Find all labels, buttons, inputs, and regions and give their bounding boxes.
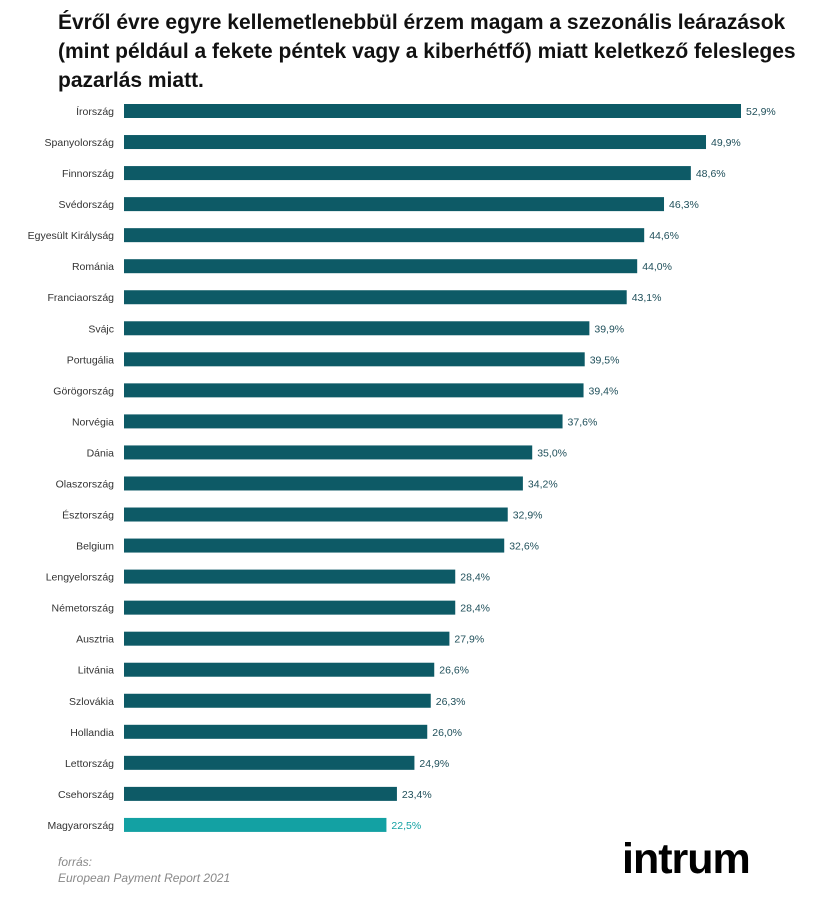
category-label-belgium: Belgium [76, 541, 114, 553]
value-label-gorogorszag: 39,4% [589, 385, 619, 397]
value-label-csehorszag: 23,4% [402, 789, 432, 801]
category-label-szlovakia: Szlovákia [69, 696, 114, 708]
bar-esztorszag [124, 507, 508, 522]
bar-magyarorszag [124, 817, 387, 832]
bar-szlovakia [124, 693, 431, 708]
value-label-portugalia: 39,5% [590, 354, 620, 366]
value-label-esztorszag: 32,9% [513, 510, 543, 522]
category-label-olaszorszag: Olaszország [56, 478, 115, 490]
bar-gorogorszag [124, 383, 584, 398]
category-label-romania: Románia [72, 261, 114, 273]
category-label-finnorszag: Finnország [62, 168, 114, 180]
bar-spanyolorszag [124, 135, 707, 150]
category-label-svajc: Svájc [88, 323, 114, 335]
value-label-norvegia: 37,6% [568, 416, 598, 428]
source-label: forrás: [58, 855, 93, 869]
value-label-dania: 35,0% [537, 447, 567, 459]
value-label-ausztria: 27,9% [454, 634, 484, 646]
bar-dania [124, 445, 533, 460]
value-labels: 52,9% 49,9% 48,6% 46,3% 44,6% 44,0% 43,1% 39,9%… [391, 106, 775, 832]
intrum-logo: intrum [622, 835, 751, 883]
category-label-ausztria: Ausztria [76, 634, 114, 646]
value-label-svajc: 39,9% [594, 323, 624, 335]
category-label-portugalia: Portugália [67, 354, 114, 366]
category-label-nemetorszag: Németország [52, 603, 115, 615]
category-label-csehorszag: Csehország [58, 789, 114, 801]
value-label-belgium: 32,6% [509, 541, 539, 553]
category-label-lengyelorszag: Lengyelország [46, 572, 114, 584]
bar-franciaorszag [124, 290, 627, 305]
bar-romania [124, 259, 638, 274]
bar-irorszag [124, 104, 741, 118]
bar-olaszorszag [124, 476, 523, 491]
value-label-svedorszag: 46,3% [669, 199, 699, 211]
value-label-lettorszag: 24,9% [419, 758, 449, 770]
value-label-litvania: 26,6% [439, 665, 469, 677]
bar-portugalia [124, 352, 585, 367]
category-label-esztorszag: Észtország [62, 509, 114, 522]
value-label-olaszorszag: 34,2% [528, 478, 558, 490]
bar-nemetorszag [124, 600, 456, 615]
bar-norvegia [124, 414, 563, 429]
value-label-lengyelorszag: 28,4% [460, 572, 490, 584]
bar-svajc [124, 321, 590, 336]
value-label-egyesult-kiralysag: 44,6% [649, 230, 679, 242]
value-label-hollandia: 26,0% [432, 727, 462, 739]
source-note: forrás: European Payment Report 2021 [58, 854, 230, 886]
chart-title: Évről évre egyre kellemetlenebbül érzem … [58, 11, 796, 92]
category-label-gorogorszag: Görögország [53, 385, 114, 397]
category-label-lettorszag: Lettország [65, 758, 114, 770]
bar-svedorszag [124, 197, 665, 212]
value-label-nemetorszag: 28,4% [460, 603, 490, 615]
bar-litvania [124, 662, 435, 677]
source-text: European Payment Report 2021 [58, 871, 231, 885]
bar-belgium [124, 538, 505, 553]
category-label-dania: Dánia [87, 447, 115, 459]
category-label-franciaorszag: Franciaország [47, 292, 114, 304]
category-label-egyesult-kiralysag: Egyesült Királyság [28, 230, 115, 242]
category-label-litvania: Litvánia [78, 665, 114, 677]
value-label-spanyolorszag: 49,9% [711, 137, 741, 149]
value-label-franciaorszag: 43,1% [632, 292, 662, 304]
bars [124, 104, 741, 832]
category-label-hollandia: Hollandia [70, 727, 114, 739]
bar-hollandia [124, 724, 428, 739]
category-label-magyarorszag: Magyarország [47, 820, 114, 832]
value-label-szlovakia: 26,3% [436, 696, 466, 708]
bar-lettorszag [124, 755, 415, 770]
bar-finnorszag [124, 166, 691, 181]
bar-egyesult-kiralysag [124, 228, 645, 243]
value-label-magyarorszag: 22,5% [391, 820, 421, 832]
bar-ausztria [124, 631, 450, 646]
bar-lengyelorszag [124, 569, 456, 584]
bar-chart: Írország Spanyolország Finnország Svédorszá… [28, 104, 776, 832]
category-label-norvegia: Norvégia [72, 416, 114, 428]
category-label-spanyolorszag: Spanyolország [45, 137, 115, 149]
value-label-irorszag: 52,9% [746, 106, 776, 118]
value-label-romania: 44,0% [642, 261, 672, 273]
value-label-finnorszag: 48,6% [696, 168, 726, 180]
bar-csehorszag [124, 786, 397, 801]
category-labels: Írország Spanyolország Finnország Svédorszá… [28, 105, 115, 832]
category-label-svedorszag: Svédország [59, 199, 115, 211]
category-label-irorszag: Írország [76, 105, 114, 118]
